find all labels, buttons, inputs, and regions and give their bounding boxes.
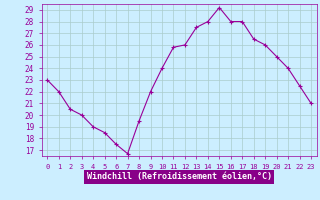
X-axis label: Windchill (Refroidissement éolien,°C): Windchill (Refroidissement éolien,°C): [87, 172, 272, 181]
